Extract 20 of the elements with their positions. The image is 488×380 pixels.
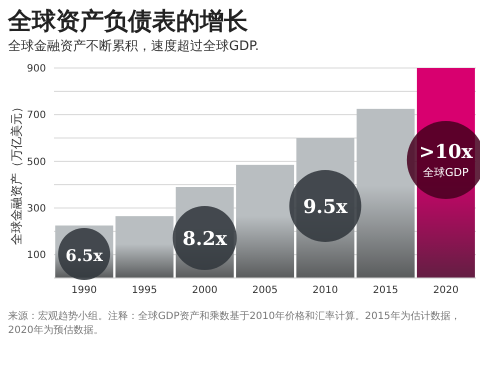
x-tick-label: 2000 [192,285,218,296]
y-tick-label: 500 [26,156,46,168]
x-tick-label: 2005 [252,285,278,296]
chart-title: 全球资产负债表的增长 [8,6,249,36]
annotation: >10x 全球GDP [419,141,474,179]
annotation: 6.5x [65,246,104,265]
x-tick-label: 1990 [71,285,97,296]
x-tick-label: 2015 [372,285,398,296]
source-note: 来源：宏观趋势小组。注释：全球GDP资产和乘数基于2010年价格和汇率计算。2015年为估计数据，2020年为预估数据。 [8,310,462,338]
y-axis-title: 全球金融资产（万亿美元） [9,101,24,245]
x-tick-label: 2020 [433,285,459,296]
x-tick-label: 1995 [132,285,158,296]
y-tick-label: 300 [26,204,46,215]
x-tick-label: 2010 [312,285,338,296]
y-tick-label: 700 [26,110,46,122]
annotation: 9.5x [303,196,348,218]
chart-subtitle: 全球金融资产不断累积，速度超过全球GDP. [8,38,260,56]
y-tick-label: 100 [26,250,46,262]
annotation: 8.2x [182,228,228,250]
y-tick-label: 900 [26,64,46,75]
